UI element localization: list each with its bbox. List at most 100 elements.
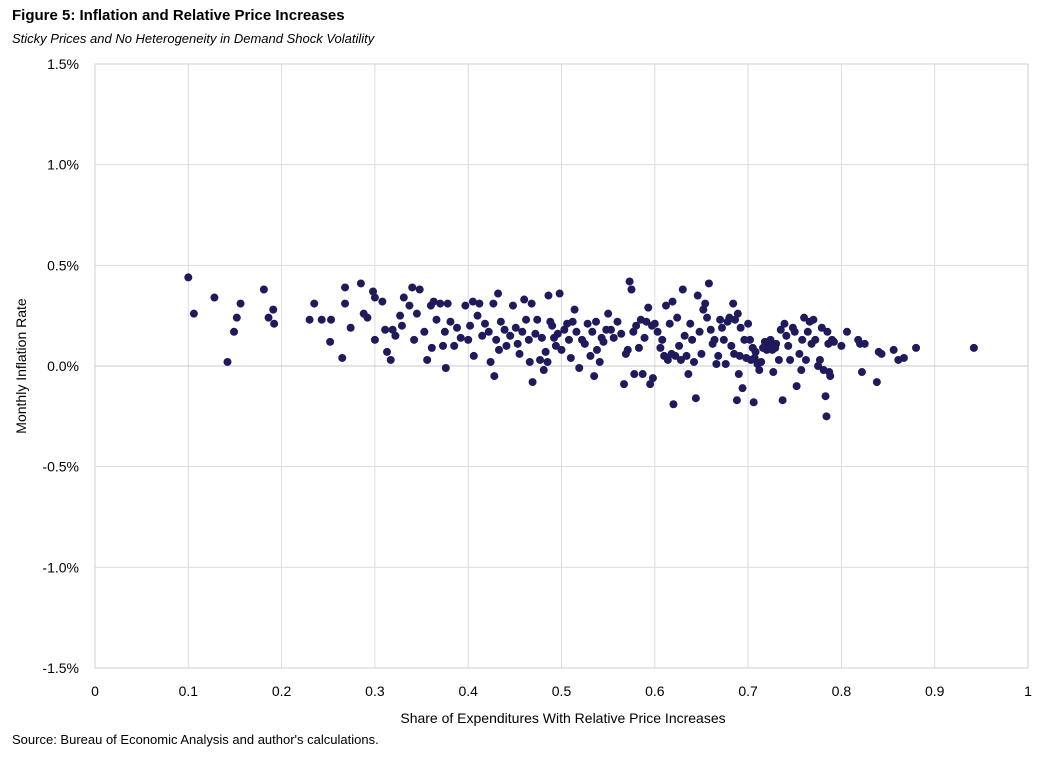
data-point [809, 315, 818, 324]
data-points [184, 273, 978, 421]
data-point [570, 305, 579, 314]
data-point [537, 333, 546, 342]
data-point [184, 273, 193, 282]
data-point [553, 329, 562, 338]
data-point [564, 335, 573, 344]
data-point [629, 327, 638, 336]
data-point [494, 345, 503, 354]
y-axis-label: Monthly Inflation Rate [13, 298, 29, 434]
data-point [704, 279, 713, 288]
data-point [688, 335, 697, 344]
x-tick-label: 0.9 [925, 683, 945, 699]
data-point [453, 323, 462, 332]
data-point [500, 325, 509, 334]
data-point [650, 319, 659, 328]
data-point [356, 279, 365, 288]
data-point [778, 396, 787, 405]
data-point [606, 325, 615, 334]
data-point [539, 366, 548, 375]
data-point [620, 380, 629, 389]
y-tick-label: -1.0% [42, 559, 79, 575]
y-tick-label: 0.0% [47, 358, 79, 374]
data-point [230, 327, 239, 336]
data-point [370, 335, 379, 344]
data-point [780, 319, 789, 328]
x-tick-label: 0.4 [458, 683, 478, 699]
data-point [588, 327, 597, 336]
figure-title: Figure 5: Inflation and Relative Price I… [12, 7, 345, 24]
data-point [592, 345, 601, 354]
data-point [691, 394, 700, 403]
data-point [733, 309, 742, 318]
x-tick-labels: 0 0.1 0.2 0.3 0.4 0.5 0.6 0.7 0.8 0.9 1 [91, 683, 1032, 699]
data-point [531, 329, 540, 338]
data-point [441, 364, 450, 373]
data-point [522, 315, 531, 324]
data-point [408, 283, 417, 292]
data-point [396, 311, 405, 320]
data-point [391, 331, 400, 340]
data-point [580, 339, 589, 348]
data-point [586, 351, 595, 360]
data-point [484, 327, 493, 336]
y-tick-label: 0.5% [47, 257, 79, 273]
data-point [440, 327, 449, 336]
data-point [236, 299, 245, 308]
data-point [757, 357, 766, 366]
data-point [423, 355, 432, 364]
data-point [623, 345, 632, 354]
data-point [899, 353, 908, 362]
data-point [410, 335, 419, 344]
y-tick-label: 1.5% [47, 56, 79, 72]
data-point [326, 337, 335, 346]
data-point [551, 341, 560, 350]
data-point [673, 313, 682, 322]
data-point [693, 291, 702, 300]
data-point [520, 295, 529, 304]
data-point [695, 327, 704, 336]
data-point [860, 339, 869, 348]
data-point [536, 355, 545, 364]
data-point [889, 345, 898, 354]
data-point [502, 341, 511, 350]
data-point [727, 341, 736, 350]
data-point [341, 283, 350, 292]
data-point [461, 301, 470, 310]
data-point [317, 315, 326, 324]
data-point [511, 323, 520, 332]
data-point [644, 303, 653, 312]
data-point [310, 299, 319, 308]
data-point [751, 347, 760, 356]
data-point [533, 315, 542, 324]
data-point [766, 335, 775, 344]
data-point [877, 349, 886, 358]
data-point [712, 359, 721, 368]
data-point [386, 355, 395, 364]
data-point [415, 285, 424, 294]
data-point [599, 337, 608, 346]
data-point [665, 319, 674, 328]
x-tick-label: 0.5 [552, 683, 572, 699]
data-point [732, 396, 741, 405]
data-point [525, 357, 534, 366]
data-point [566, 353, 575, 362]
data-point [721, 359, 730, 368]
data-point [731, 315, 740, 324]
data-point [189, 309, 198, 318]
data-point [555, 289, 564, 298]
data-point [473, 311, 482, 320]
data-point [821, 392, 830, 401]
data-point [638, 370, 647, 379]
data-point [797, 366, 806, 375]
data-point [223, 357, 232, 366]
figure-subtitle: Sticky Prices and No Heterogeneity in De… [12, 31, 375, 46]
data-point [486, 357, 495, 366]
data-point [527, 299, 536, 308]
data-point [508, 301, 517, 310]
data-point [653, 327, 662, 336]
data-point [548, 321, 557, 330]
data-point [714, 351, 723, 360]
data-point [625, 277, 634, 286]
data-point [506, 331, 515, 340]
data-point [446, 317, 455, 326]
